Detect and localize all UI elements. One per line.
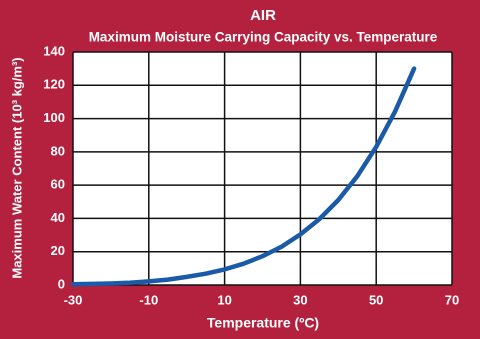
x-tick-label: 50 (369, 292, 383, 307)
chart-subtitle: Maximum Moisture Carrying Capacity vs. T… (89, 30, 438, 45)
y-tick-label: 0 (58, 276, 65, 291)
x-tick-label: 10 (217, 292, 231, 307)
x-tick-label: 30 (293, 292, 307, 307)
y-tick-label: 120 (43, 77, 65, 92)
y-tick-label: 20 (51, 243, 65, 258)
y-tick-label: 140 (43, 43, 65, 58)
y-tick-label: 100 (43, 110, 65, 125)
x-tick-label: -30 (64, 292, 83, 307)
x-axis-label: Temperature (ºC) (207, 315, 319, 331)
y-axis-label: Maximum Water Content (10³ kg/m³) (9, 57, 24, 278)
plot-area (73, 52, 452, 285)
y-tick-label: 60 (51, 177, 65, 192)
x-tick-label: -10 (139, 292, 158, 307)
chart-title: AIR (250, 7, 276, 24)
y-tick-label: 80 (51, 143, 65, 158)
data-line (70, 66, 417, 287)
x-tick-label: 70 (445, 292, 459, 307)
y-tick-label: 40 (51, 210, 65, 225)
